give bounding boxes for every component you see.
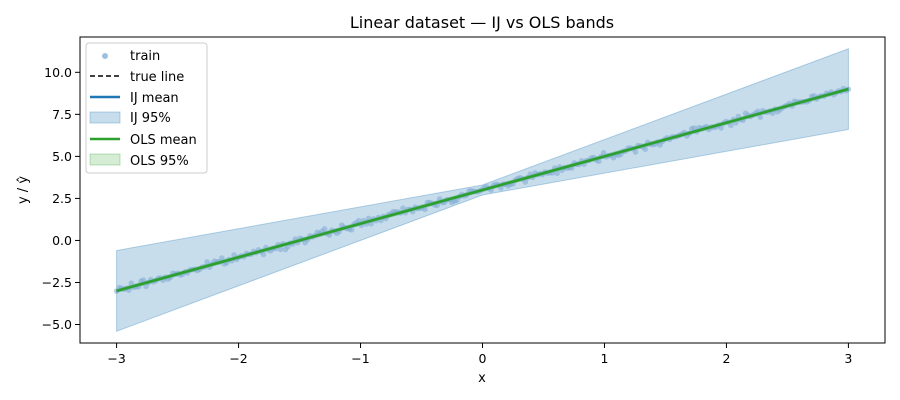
legend-ols-mean-label: OLS mean (130, 133, 197, 148)
train-point (348, 227, 355, 233)
legend-true-line-label: true line (130, 70, 184, 85)
train-point (422, 206, 428, 213)
x-axis-label: x (478, 371, 486, 386)
y-tick-label: −2.5 (42, 275, 72, 290)
y-tick-label: −5.0 (42, 317, 72, 332)
train-point (554, 170, 560, 177)
train-point (277, 246, 284, 253)
y-tick-label: 7.5 (52, 107, 72, 122)
train-point (219, 255, 225, 261)
y-tick-label: 5.0 (52, 149, 72, 164)
y-tick-label: 10.0 (44, 65, 72, 80)
x-tick-label: 2 (722, 351, 730, 366)
y-tick-label: 0.0 (52, 233, 72, 248)
legend-train-label: train (130, 49, 160, 64)
x-tick-label: 0 (479, 351, 487, 366)
chart-title: Linear dataset — IJ vs OLS bands (350, 13, 614, 32)
train-point (728, 122, 734, 129)
legend-ij-band-marker (89, 111, 121, 124)
legend: train true line IJ mean IJ 95% OLS mean … (85, 42, 208, 174)
legend-ols-band-marker (89, 153, 121, 166)
train-point (321, 226, 328, 232)
x-tick-label: −1 (351, 351, 369, 366)
train-point (632, 149, 639, 155)
train-point (260, 251, 267, 258)
x-tick-label: 1 (600, 351, 608, 366)
legend-ij-mean-label: IJ mean (130, 91, 179, 106)
train-point (231, 252, 237, 258)
x-tick-label: 3 (844, 351, 852, 366)
train-point (642, 146, 649, 152)
train-point (757, 114, 764, 120)
train-point (600, 150, 607, 156)
train-point (522, 179, 529, 185)
train-point (595, 158, 602, 165)
y-tick-label: 2.5 (52, 191, 72, 206)
legend-ij-band-label: IJ 95% (130, 111, 171, 126)
train-point (718, 125, 724, 131)
x-tick-label: −2 (229, 351, 247, 366)
train-point (140, 277, 147, 283)
train-point (769, 110, 776, 117)
train-point (356, 217, 362, 224)
y-axis-label: y / ŷ (16, 176, 31, 204)
ols-mean-line (116, 87, 849, 293)
legend-train-marker (102, 53, 108, 59)
train-point (400, 205, 406, 211)
x-tick-label: −3 (107, 351, 125, 366)
train-point (204, 259, 210, 265)
legend-ols-band-label: OLS 95% (130, 154, 189, 169)
train-point (128, 280, 135, 287)
